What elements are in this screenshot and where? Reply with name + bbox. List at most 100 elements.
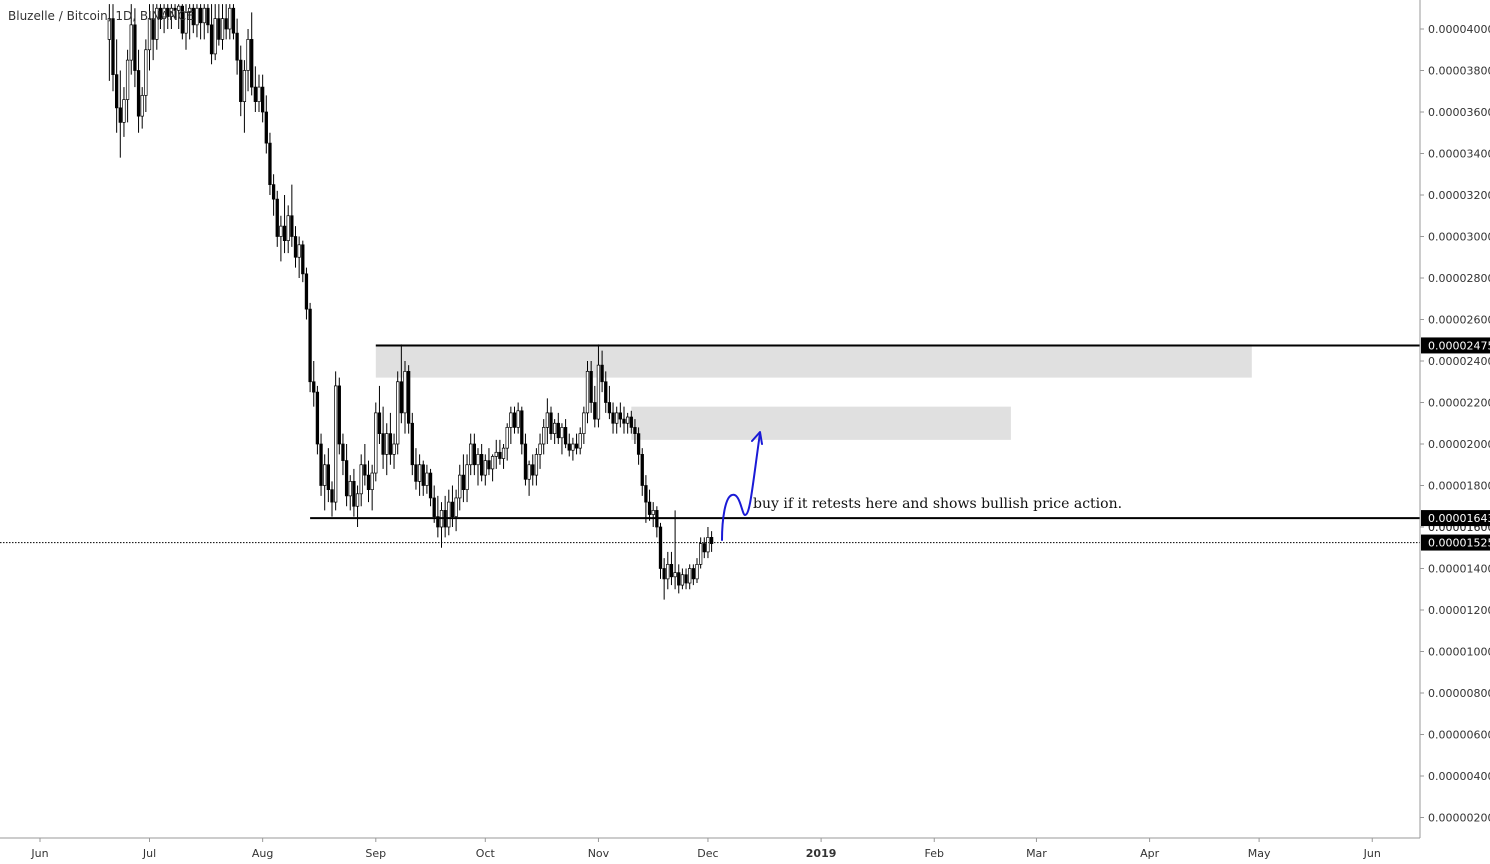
price-tick-label: 0.00002400	[1428, 355, 1490, 368]
candle-body	[410, 422, 414, 466]
candle-body	[556, 422, 560, 439]
candle-body	[593, 402, 597, 420]
candle-body	[304, 273, 309, 310]
candle	[312, 361, 316, 407]
candle	[180, 4, 185, 40]
candle-body	[695, 563, 699, 580]
price-badge-label: 0.00001525	[1428, 537, 1490, 550]
candle	[644, 475, 648, 523]
candle	[191, 4, 195, 34]
candle	[220, 4, 225, 50]
candle	[709, 531, 714, 552]
time-tick: May	[1248, 838, 1271, 860]
price-badge: 0.00002475	[1421, 337, 1490, 354]
candle-body	[315, 391, 320, 445]
candle	[144, 39, 148, 112]
candle-body	[118, 107, 122, 123]
candle-body	[458, 474, 462, 499]
price-tick-label: 0.00002800	[1428, 272, 1490, 285]
candlestick-series	[107, 4, 714, 600]
candle	[381, 406, 385, 469]
candle	[545, 398, 549, 444]
price-tick-label: 0.00002600	[1428, 314, 1490, 327]
candle-body	[549, 412, 553, 434]
candle-body	[224, 18, 228, 30]
candle-body	[312, 381, 316, 393]
candle	[578, 427, 582, 455]
candle	[549, 406, 553, 440]
candle-body	[191, 7, 195, 26]
candle-body	[450, 501, 455, 517]
candle-body	[396, 381, 400, 445]
candle	[509, 406, 513, 444]
candle-body	[658, 526, 663, 569]
candle	[574, 433, 579, 455]
candle	[323, 454, 327, 511]
time-axis[interactable]: Jun Jul Aug Sep Oct Nov Dec 2019 Feb Mar Apr May Jun	[30, 838, 1381, 860]
candle	[604, 371, 608, 413]
candle-body	[578, 433, 582, 449]
candle	[177, 4, 181, 29]
candle-body	[600, 364, 604, 383]
price-axis[interactable]: 0.00000200 0.00000400 0.00000600 0.00000800…	[1420, 23, 1490, 825]
candle	[567, 433, 571, 457]
time-tick-label: Jun	[30, 847, 48, 860]
candle	[319, 433, 323, 496]
time-tick-label: Oct	[476, 847, 496, 860]
candle	[275, 190, 279, 247]
candle-body	[213, 18, 217, 55]
candle	[261, 74, 265, 123]
candle	[239, 45, 243, 117]
candle-body	[140, 95, 144, 117]
candle-body	[494, 451, 498, 457]
candle-body	[447, 501, 451, 528]
price-tick: 0.00002800	[1420, 272, 1490, 285]
candle-body	[607, 402, 612, 414]
candle-body	[644, 485, 648, 503]
candle	[111, 4, 115, 92]
candle	[246, 29, 250, 92]
candle-body	[209, 24, 214, 55]
candle-body	[184, 12, 188, 34]
candle	[301, 240, 305, 283]
candle	[425, 464, 429, 494]
candle	[436, 495, 440, 538]
candle	[607, 385, 612, 420]
candle	[366, 460, 371, 503]
price-tick: 0.00001800	[1420, 480, 1490, 493]
candle	[359, 454, 363, 507]
candle	[173, 4, 177, 19]
candle-body	[417, 464, 422, 482]
candle-body	[231, 7, 236, 34]
candle	[253, 66, 258, 112]
candle	[706, 527, 710, 559]
candle-body	[173, 7, 177, 11]
candle-body	[308, 308, 312, 383]
candle-body	[147, 18, 152, 51]
candle	[421, 460, 425, 496]
candle	[680, 568, 685, 590]
price-tick-label: 0.00000600	[1428, 729, 1490, 742]
candle-body	[472, 443, 476, 466]
candle-body	[490, 456, 495, 470]
candle	[326, 448, 330, 503]
candle	[458, 464, 462, 511]
candle-body	[611, 412, 615, 424]
candle-body	[334, 385, 338, 503]
chart-title: Bluzelle / Bitcoin, 1D, BINANCE	[8, 9, 194, 23]
candle	[589, 361, 593, 413]
candle-body	[436, 516, 440, 528]
time-tick: Sep	[365, 838, 386, 860]
price-badge-box	[1421, 534, 1490, 551]
candle-body	[399, 381, 403, 414]
candle-body	[622, 418, 626, 424]
zone-2	[631, 406, 1011, 440]
candle	[271, 174, 276, 216]
candle-body	[133, 24, 137, 71]
candle-body	[669, 563, 674, 578]
candle-body	[421, 464, 425, 486]
price-tick-label: 0.00002000	[1428, 438, 1490, 451]
candle-body	[512, 412, 517, 428]
candle	[490, 454, 495, 482]
